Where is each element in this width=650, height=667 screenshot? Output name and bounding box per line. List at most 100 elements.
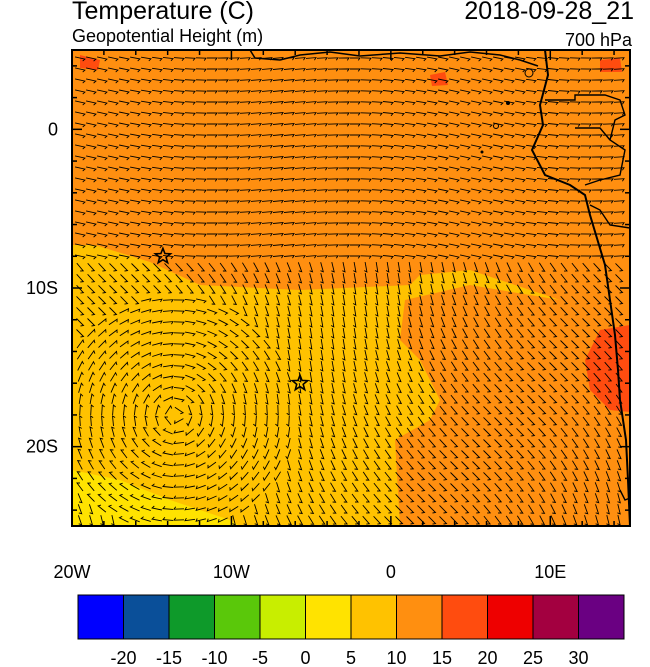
wind-barb	[451, 317, 457, 328]
wind-barb	[119, 188, 130, 194]
wind-barb	[371, 167, 383, 171]
wind-barb	[472, 450, 481, 459]
wind-barb	[207, 319, 218, 326]
wind-barb	[515, 133, 526, 139]
wind-barb	[427, 133, 438, 139]
wind-barb	[294, 222, 306, 226]
wind-barb	[316, 200, 328, 204]
wind-barb	[109, 307, 118, 316]
wind-barb	[294, 167, 306, 171]
wind-barb	[338, 156, 350, 160]
wind-barb	[538, 262, 546, 272]
wind-barb	[152, 342, 163, 346]
wind-barb	[364, 361, 368, 372]
wind-barb	[569, 233, 581, 237]
wind-barb	[152, 427, 161, 437]
wind-barb	[371, 200, 383, 204]
wind-barb	[207, 330, 218, 337]
wind-barb	[283, 188, 295, 193]
wind-barb	[101, 415, 105, 427]
wind-barb	[108, 210, 119, 216]
wind-barb	[604, 263, 613, 272]
wind-barb	[616, 438, 622, 449]
wind-barb	[396, 262, 401, 273]
wind-barb	[217, 178, 229, 182]
wind-barb	[316, 57, 328, 61]
wind-barb	[305, 189, 317, 193]
wind-barb	[613, 57, 625, 61]
wind-barb	[318, 515, 326, 525]
wind-barb	[250, 233, 262, 237]
wind-barb	[142, 285, 151, 294]
wind-barb	[371, 189, 383, 193]
wind-barb	[173, 430, 184, 434]
wind-barb	[460, 166, 471, 172]
wind-barb	[382, 68, 394, 73]
wind-barb	[273, 471, 281, 482]
wind-barb	[505, 450, 514, 459]
wind-barb	[219, 362, 228, 371]
wind-barb	[184, 145, 196, 149]
wind-barb	[506, 284, 513, 294]
wind-barb	[119, 78, 130, 84]
wind-barb	[374, 295, 379, 306]
wind-barb	[493, 133, 504, 139]
wind-barb	[450, 394, 459, 404]
wind-barb	[195, 233, 207, 237]
wind-barb	[230, 351, 239, 360]
wind-barb	[571, 318, 580, 327]
wind-barb	[309, 317, 313, 328]
wind-barb	[162, 517, 174, 521]
colorbar-label: -5	[252, 648, 268, 667]
coastline	[530, 50, 630, 526]
wind-barb	[439, 416, 448, 426]
wind-barb	[527, 406, 536, 415]
wind-barb	[362, 471, 370, 481]
wind-barb	[283, 100, 295, 105]
wind-barb	[538, 295, 547, 305]
wind-barb	[430, 273, 434, 284]
wind-barb	[527, 351, 536, 360]
wind-barb	[495, 273, 501, 284]
wind-barb	[360, 244, 372, 248]
wind-barb	[516, 284, 524, 294]
wind-barb	[516, 471, 525, 481]
wind-barb	[493, 89, 504, 95]
wind-barb	[162, 243, 174, 249]
wind-barb	[360, 222, 372, 226]
wind-barb	[580, 134, 592, 138]
wind-barb	[97, 100, 108, 106]
wind-barb	[86, 221, 97, 227]
wind-barb	[371, 244, 383, 248]
wind-barb	[580, 123, 592, 127]
wind-barb	[353, 262, 357, 273]
wind-barb	[505, 482, 514, 492]
wind-barb	[538, 351, 547, 360]
wind-barb	[130, 78, 141, 84]
wind-barb	[173, 462, 185, 466]
wind-barb	[76, 307, 85, 316]
wind-barb	[305, 255, 317, 259]
wind-barb	[272, 89, 284, 94]
wind-barb	[505, 504, 513, 514]
wind-barb	[331, 273, 335, 284]
wind-barb	[461, 494, 470, 503]
wind-barb	[173, 145, 185, 149]
wind-barb	[493, 100, 504, 106]
wind-barb	[350, 112, 361, 116]
wind-barb	[504, 122, 515, 128]
wind-barb	[109, 449, 116, 459]
wind-barb	[185, 342, 196, 348]
wind-barb	[275, 394, 280, 405]
wind-barb	[264, 404, 268, 416]
wind-barb	[539, 493, 546, 503]
wind-barb	[572, 471, 579, 481]
wind-barb	[197, 415, 203, 427]
wind-barb	[363, 284, 368, 295]
wind-barb	[382, 79, 394, 84]
wind-barb	[330, 482, 337, 492]
wind-barb	[207, 90, 218, 94]
wind-barb	[131, 263, 140, 272]
wind-barb	[428, 483, 437, 492]
wind-barb	[461, 504, 470, 514]
